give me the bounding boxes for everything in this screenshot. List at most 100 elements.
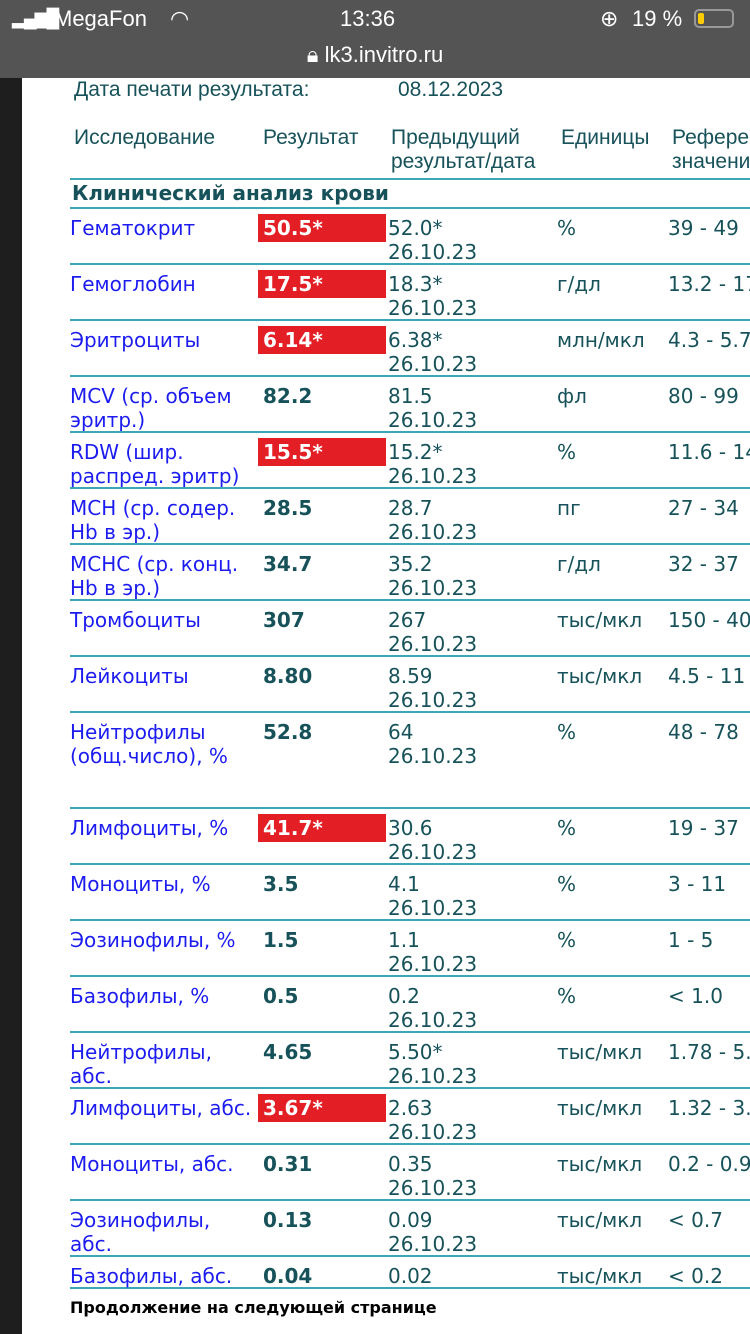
- units: пг: [557, 496, 581, 520]
- test-name: Эозинофилы, %: [70, 928, 236, 952]
- previous-date: 26.10.23: [388, 296, 478, 320]
- column-units: Единицы: [561, 126, 650, 149]
- previous-result: 15.2*: [388, 440, 443, 464]
- previous-result: 30.6: [388, 816, 433, 840]
- test-name: Нейтрофилы, абс.: [70, 1040, 212, 1088]
- wifi-icon: ◠: [170, 6, 190, 31]
- table-row: Эозинофилы, абс. 0.13 0.09 26.10.23 тыс/мкл <…: [70, 1199, 750, 1257]
- previous-result: 35.2: [388, 552, 433, 576]
- section-title: Клинический анализ крови: [72, 181, 389, 205]
- reference-range: < 0.2: [668, 1264, 723, 1288]
- reference-range: 48 - 78: [668, 720, 739, 744]
- previous-result: 81.5: [388, 384, 433, 408]
- table-row: MCH (ср. содер. Hb в эр.) 28.5 28.7 26.10.2…: [70, 487, 750, 545]
- previous-date: 26.10.23: [388, 1120, 478, 1144]
- address-bar[interactable]: 🔒︎ lk3.invitro.ru: [0, 42, 750, 68]
- result-value: 50.5*: [258, 214, 386, 242]
- battery-icon: [694, 9, 734, 28]
- units: г/дл: [557, 272, 601, 296]
- previous-date: 26.10.23: [388, 952, 478, 976]
- test-name: MCHC (ср. конц. Hb в эр.): [70, 552, 239, 600]
- test-name: Базофилы, абс.: [70, 1264, 233, 1288]
- units: тыс/мкл: [557, 608, 643, 632]
- table-row: Гематокрит 50.5* 52.0* 26.10.23% 39 - 49: [70, 207, 750, 265]
- previous-result: 8.59: [388, 664, 433, 688]
- reference-range: 13.2 - 17: [668, 272, 750, 296]
- reference-range: 1.78 - 5.: [668, 1040, 750, 1064]
- result-value: 82.2: [263, 384, 313, 408]
- previous-result: 0.2: [388, 984, 420, 1008]
- previous-date: 26.10.23: [388, 1176, 478, 1200]
- result-value: 0.5: [263, 984, 299, 1008]
- header-divider: [70, 178, 750, 180]
- lock-icon: 🔒︎: [306, 42, 319, 67]
- units: %: [557, 720, 577, 744]
- units: %: [557, 816, 577, 840]
- previous-result: 52.0*: [388, 216, 443, 240]
- carrier-label: MegaFon: [54, 6, 147, 31]
- test-name: Гемоглобин: [70, 272, 196, 296]
- result-value: 34.7: [263, 552, 313, 576]
- table-row: Эозинофилы, % 1.5 1.1 26.10.23% 1 - 5: [70, 919, 750, 977]
- test-name: Гематокрит: [70, 216, 196, 240]
- units: тыс/мкл: [557, 1096, 643, 1120]
- test-name: Базофилы, %: [70, 984, 210, 1008]
- result-value: 0.31: [263, 1152, 313, 1176]
- table-row: MCHC (ср. конц. Hb в эр.) 34.7 35.2 26.10.2…: [70, 543, 750, 601]
- previous-date: 26.10.23: [388, 1232, 478, 1256]
- column-reference-line2: значени: [672, 150, 750, 173]
- units: %: [557, 216, 577, 240]
- column-reference: Референ: [672, 126, 750, 149]
- continued-note: Продолжение на следующей странице: [70, 1298, 437, 1317]
- browser-top-bar: ▂▄▆█ MegaFon ◠ 13:36 ⊕ 19 % 🔒︎ lk3.invit…: [0, 0, 750, 78]
- reference-range: 80 - 99: [668, 384, 739, 408]
- reference-range: 150 - 40: [668, 608, 750, 632]
- previous-date: 26.10.23: [388, 1064, 478, 1088]
- result-value: 4.65: [263, 1040, 313, 1064]
- previous-result: 0.35: [388, 1152, 433, 1176]
- previous-result: 4.1: [388, 872, 420, 896]
- previous-result: 2.63: [388, 1096, 433, 1120]
- units: фл: [557, 384, 587, 408]
- previous-result: 1.1: [388, 928, 420, 952]
- units: тыс/мкл: [557, 1264, 643, 1288]
- reference-range: 1 - 5: [668, 928, 714, 952]
- units: тыс/мкл: [557, 1208, 643, 1232]
- print-date-value: 08.12.2023: [398, 78, 504, 101]
- result-value: 6.14*: [258, 326, 386, 354]
- previous-result: 28.7: [388, 496, 433, 520]
- previous-date: 26.10.23: [388, 576, 478, 600]
- test-name: Лимфоциты, %: [70, 816, 229, 840]
- test-name: Нейтрофилы (общ.число), %: [70, 720, 228, 768]
- previous-date: 26.10.23: [388, 352, 478, 376]
- units: %: [557, 928, 577, 952]
- result-value: 0.04: [263, 1264, 313, 1288]
- units: млн/мкл: [557, 328, 645, 352]
- table-row: Базофилы, абс. 0.04 0.02 тыс/мкл < 0.2: [70, 1255, 750, 1289]
- previous-date: 26.10.23: [388, 240, 478, 264]
- test-name: MCV (ср. объем эритр.): [70, 384, 232, 432]
- test-name: Эозинофилы, абс.: [70, 1208, 211, 1256]
- table-row: RDW (шир. распред. эритр) 15.5* 15.2* 26.10…: [70, 431, 750, 489]
- units: %: [557, 984, 577, 1008]
- column-result: Результат: [263, 126, 359, 149]
- table-row: Моноциты, абс. 0.31 0.35 26.10.23 тыс/мкл 0.2…: [70, 1143, 750, 1201]
- previous-date: 26.10.23: [388, 744, 478, 768]
- table-row: MCV (ср. объем эритр.) 82.2 81.5 26.10.23 фл…: [70, 375, 750, 433]
- reference-range: 3 - 11: [668, 872, 727, 896]
- table-row: Лимфоциты, % 41.7* 30.6 26.10.23% 19 - 37: [70, 807, 750, 865]
- table-row: Эритроциты 6.14* 6.38* 26.10.23 млн/мкл 4.3 -…: [70, 319, 750, 377]
- previous-result: 267: [388, 608, 427, 632]
- units: тыс/мкл: [557, 664, 643, 688]
- clock: 13:36: [340, 6, 396, 31]
- table-row: Лейкоциты 8.80 8.59 26.10.23 тыс/мкл 4.5 - 11: [70, 655, 750, 713]
- table-row: Моноциты, % 3.5 4.1 26.10.23% 3 - 11: [70, 863, 750, 921]
- units: тыс/мкл: [557, 1152, 643, 1176]
- result-value: 3.67*: [258, 1094, 386, 1122]
- reference-range: < 0.7: [668, 1208, 723, 1232]
- previous-result: 5.50*: [388, 1040, 443, 1064]
- reference-range: 27 - 34: [668, 496, 739, 520]
- table-row: Нейтрофилы (общ.число), % 52.8 64 26.10.23%…: [70, 711, 750, 809]
- test-name: Моноциты, %: [70, 872, 211, 896]
- reference-range: 4.5 - 11: [668, 664, 746, 688]
